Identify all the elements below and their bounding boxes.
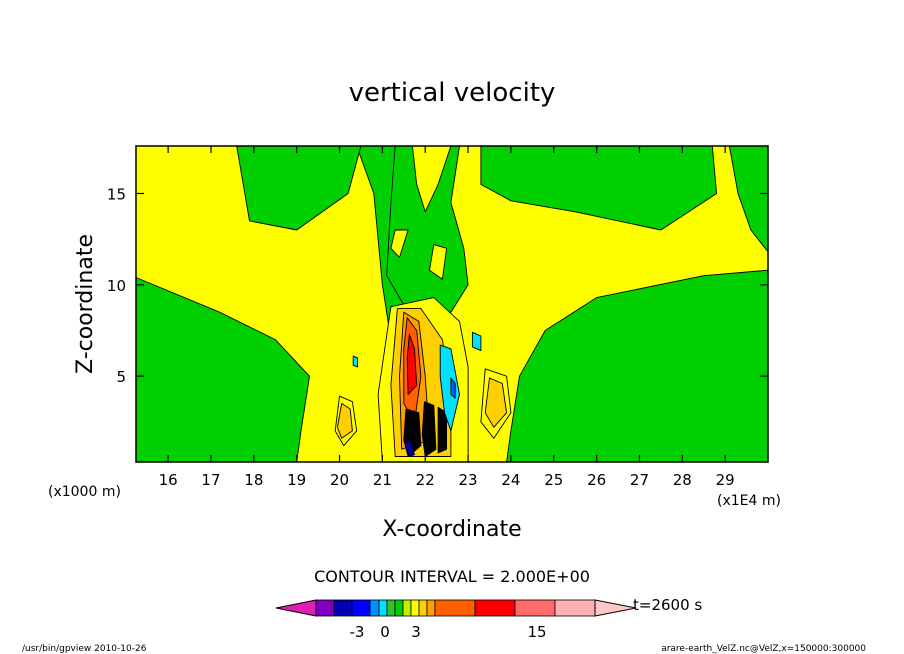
colorbar-high-arrow — [594, 599, 637, 617]
region-convective-red — [406, 333, 418, 395]
colorbar-swatch — [514, 599, 556, 617]
colorbar-swatch — [369, 599, 380, 617]
colorbar-swatch — [554, 599, 596, 617]
colorbar-swatch — [394, 599, 404, 617]
x-tick-label: 21 — [373, 471, 392, 489]
region-right-orange-blob — [484, 377, 508, 428]
x-unit-left: (x1000 m) — [48, 484, 121, 500]
colorbar-label-neg3: -3 — [350, 623, 365, 641]
region-updraft-black-2 — [421, 401, 437, 457]
y-axis: 5 10 15 — [107, 185, 768, 386]
colorbar-low-arrow — [275, 599, 317, 617]
x-tick-label: 19 — [287, 471, 306, 489]
region-center-green-plume — [386, 145, 469, 313]
plot-frame — [135, 145, 769, 463]
contour-interval: CONTOUR INTERVAL = 2.000E+00 — [314, 567, 590, 586]
region-left-orange-blob — [336, 403, 353, 439]
colorbar-swatch — [378, 599, 388, 617]
colorbar-label-15: 15 — [527, 623, 546, 641]
colorbar-swatch — [474, 599, 516, 617]
colorbar-swatch — [315, 599, 335, 617]
region-right-upper-green — [480, 145, 718, 231]
y-tick-label: 5 — [116, 368, 126, 386]
x-tick-label: 27 — [630, 471, 649, 489]
colorbar-swatch — [351, 599, 371, 617]
colorbar-swatch — [386, 599, 396, 617]
colorbar-swatch — [402, 599, 412, 617]
x-axis-label: X-coordinate — [382, 517, 521, 542]
colorbar-label-0: 0 — [380, 623, 390, 641]
region-updraft-blue — [404, 439, 415, 457]
x-tick-label: 24 — [501, 471, 520, 489]
colorbar-swatch — [434, 599, 476, 617]
y-tick-label: 10 — [107, 277, 126, 295]
chart-title: vertical velocity — [349, 78, 556, 108]
x-axis: 16 17 18 19 20 21 22 23 24 25 26 27 28 29 — [159, 146, 735, 489]
colorbar — [275, 599, 637, 617]
x-tick-label: 23 — [459, 471, 478, 489]
footer-left: /usr/bin/gpview 2010-10-26 — [22, 644, 147, 654]
x-tick-label: 29 — [716, 471, 735, 489]
x-tick-label: 22 — [416, 471, 435, 489]
colorbar-label-3: 3 — [411, 623, 421, 641]
x-tick-label: 16 — [159, 471, 178, 489]
region-cyan-small — [352, 355, 358, 368]
colorbar-swatch — [333, 599, 353, 617]
colorbar-swatch — [418, 599, 428, 617]
time-label: t=2600 s — [633, 596, 702, 614]
x-tick-label: 20 — [330, 471, 349, 489]
region-blob-yellow-left — [390, 229, 409, 258]
colorbar-swatch — [410, 599, 420, 617]
x-unit-right: (x1E4 m) — [717, 493, 781, 509]
x-tick-label: 17 — [201, 471, 220, 489]
y-tick-label: 15 — [107, 185, 126, 203]
region-updraft-black-3 — [437, 406, 448, 454]
x-tick-label: 25 — [544, 471, 563, 489]
plot-area — [135, 145, 769, 463]
x-tick-label: 28 — [673, 471, 692, 489]
contour-regions — [135, 145, 769, 463]
region-cyan-upper — [471, 331, 482, 352]
y-axis-label: Z-coordinate — [73, 234, 98, 374]
x-tick-label: 26 — [587, 471, 606, 489]
region-downdraft-cyan — [439, 344, 460, 432]
region-downdraft-blue — [450, 377, 456, 399]
colorbar-swatch — [426, 599, 436, 617]
x-tick-label: 18 — [244, 471, 263, 489]
footer-right: arare-earth_VelZ.nc@VelZ,x=150000:300000 — [661, 644, 866, 654]
region-blob-yellow-right — [429, 244, 448, 280]
